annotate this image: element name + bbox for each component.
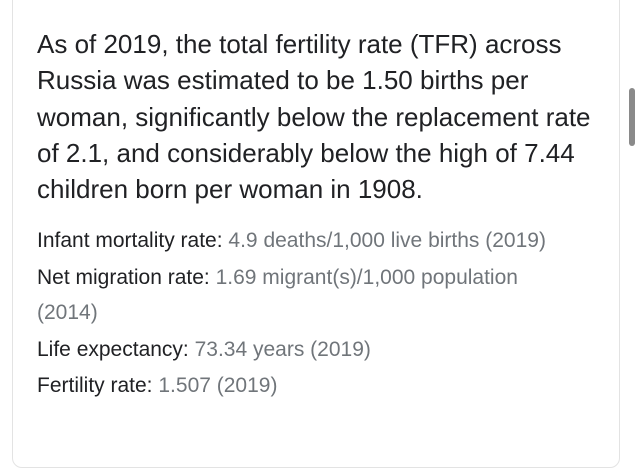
fact-label: Net migration rate: xyxy=(37,265,210,289)
screen: {"snippet": { "text": "As of 2019, the t… xyxy=(12,0,635,468)
fact-label: Life expectancy: xyxy=(37,337,189,361)
facts-list: Infant mortality rate: 4.9 deaths/1,000 … xyxy=(37,223,579,405)
fact-value: 1.69 migrant(s)/1,000 population (2014) xyxy=(37,265,518,325)
fact-row: Infant mortality rate: 4.9 deaths/1,000 … xyxy=(37,223,579,259)
fact-value: 1.507 (2019) xyxy=(158,374,278,397)
fact-label: Infant mortality rate: xyxy=(37,229,223,252)
scrollbar[interactable] xyxy=(629,88,635,146)
page: Snippet html, body { margin: 0; padding:… xyxy=(12,0,635,468)
fact-label: Fertility rate: xyxy=(37,374,153,397)
fact-value: 73.34 years (2019) xyxy=(194,337,371,361)
snippet-text: As of 2019, the total fertility rate (TF… xyxy=(37,29,591,205)
fact-row: Fertility rate: 1.507 (2019) xyxy=(37,368,579,404)
fact-value: 4.9 deaths/1,000 live births (2019) xyxy=(228,229,546,252)
fact-row: Life expectancy: 73.34 years (2019) xyxy=(37,332,579,368)
fact-row: Net migration rate: 1.69 migrant(s)/1,00… xyxy=(37,260,579,331)
